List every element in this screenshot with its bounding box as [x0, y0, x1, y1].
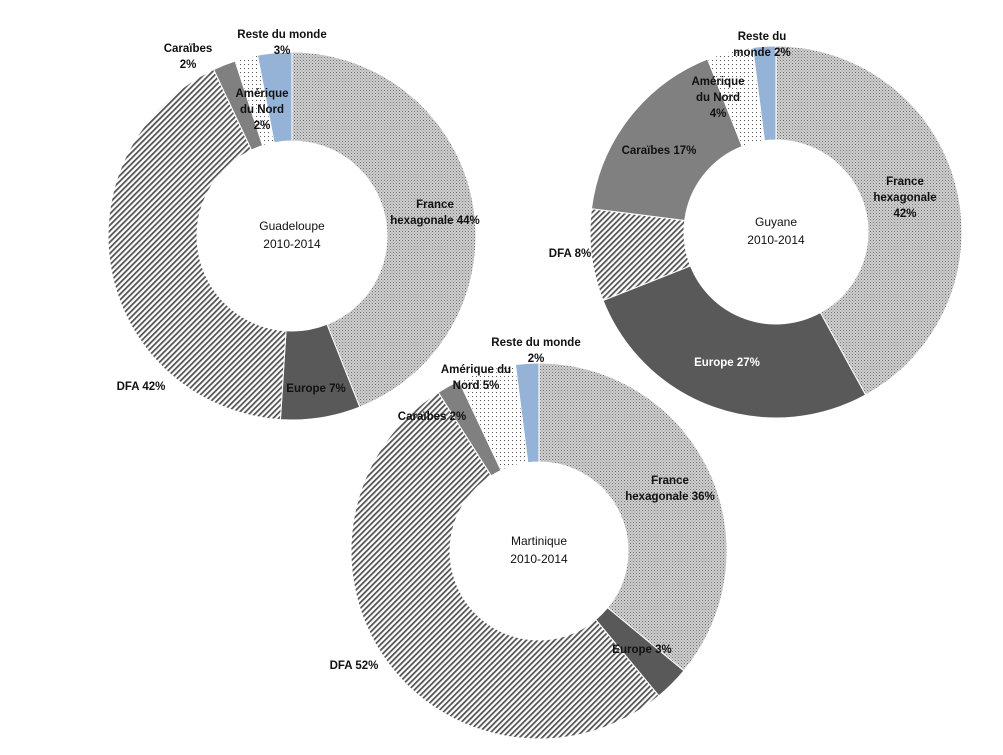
data-label-france-hexagonale: France hexagonale 36%	[625, 475, 714, 503]
data-label-caraibes: Caraïbes 17%	[622, 145, 697, 157]
data-label-europe: Europe 7%	[286, 383, 345, 395]
slice-reste-du-monde	[256, 51, 293, 144]
data-label-caraibes: Caraïbes 2%	[398, 411, 466, 423]
donut-martinique: France hexagonale 36% Europe 3% DFA 52% Cara…	[330, 337, 728, 740]
donut-title: Guyane	[755, 215, 797, 229]
data-label-reste-du-monde: Reste du monde 3%	[237, 29, 326, 57]
slice-france-hexagonale	[291, 51, 477, 408]
data-label-caraibes: Caraïbes 2%	[164, 43, 213, 71]
data-label-dfa: DFA 8%	[549, 248, 591, 260]
slice-europe	[602, 265, 867, 419]
slice-france-hexagonale	[538, 362, 728, 672]
data-label-dfa: DFA 42%	[117, 381, 166, 393]
slice-reste-du-monde	[514, 362, 540, 464]
slice-dfa	[107, 68, 287, 421]
slice-dfa	[350, 391, 660, 740]
data-label-reste-du-monde: Reste du monde 2%	[733, 31, 791, 59]
donut-title: Martinique	[511, 534, 567, 548]
data-label-europe: Europe 3%	[612, 644, 671, 656]
data-label-amerique-du-nord: Amérique du Nord 4%	[691, 76, 744, 120]
slice-reste-du-monde	[752, 45, 777, 142]
donut-subtitle: 2010-2014	[747, 233, 805, 247]
donut-guadeloupe: France hexagonale 44% Europe 7% DFA 42% Cara…	[107, 29, 480, 421]
donut-guyane: France hexagonale 42% Europe 27% DFA 8% Caraï…	[549, 31, 963, 419]
slice-france-hexagonale	[775, 45, 963, 396]
data-label-amerique-du-nord: Amérique du Nord 2%	[235, 88, 288, 132]
donut-subtitle: 2010-2014	[263, 237, 321, 251]
data-label-europe: Europe 27%	[694, 357, 760, 369]
data-label-reste-du-monde: Reste du monde 2%	[491, 337, 580, 365]
donut-subtitle: 2010-2014	[510, 552, 568, 566]
data-label-france-hexagonale: France hexagonale 44%	[390, 199, 479, 227]
data-label-france-hexagonale: France hexagonale 42%	[873, 176, 936, 220]
data-label-dfa: DFA 52%	[330, 660, 379, 672]
slice-caraibes	[590, 58, 743, 222]
donut-title: Guadeloupe	[259, 219, 325, 233]
data-label-amerique-du-nord: Amérique du Nord 5%	[441, 364, 511, 392]
